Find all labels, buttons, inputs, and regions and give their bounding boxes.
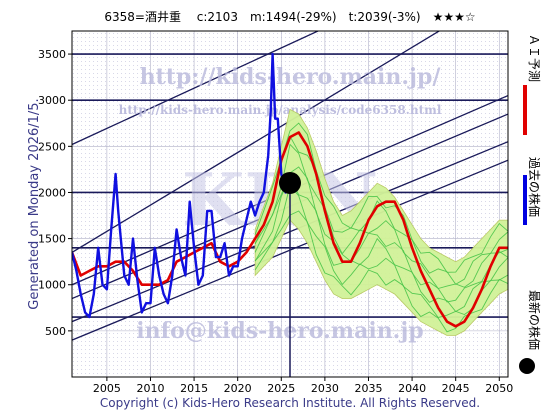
ensemble-line xyxy=(254,122,508,273)
chart-title: 6358=酒井重 c:2103 m:1494(-29%) t:2039(-3%)… xyxy=(104,10,475,24)
x-tick-label: 2045 xyxy=(442,382,470,395)
legend-label-forecast: ＡＩ予測 xyxy=(527,34,541,82)
legend-swatch-latest xyxy=(519,358,535,374)
watermark-email: info@kids-hero.main.jp xyxy=(136,318,423,344)
y-axis: 500 1000 1500 2000 2500 3000 3500 xyxy=(38,48,72,338)
x-tick-label: 2020 xyxy=(224,382,252,395)
legend: ＡＩ予測 過去の株価 最新の株価 xyxy=(519,34,542,374)
legend-swatch-past xyxy=(523,175,527,225)
copyright-text: Copyright (c) Kids-Hero Research Institu… xyxy=(100,396,480,410)
forecast-line xyxy=(72,131,508,328)
x-tick-label: 2025 xyxy=(267,382,295,395)
y-tick-label: 1500 xyxy=(38,233,66,246)
ensemble-line xyxy=(254,175,508,313)
x-tick-label: 2015 xyxy=(180,382,208,395)
y-tick-label: 500 xyxy=(45,325,66,338)
x-axis: 2005 2010 2015 2020 2025 2030 2035 2040 2045 2050 xyxy=(93,377,513,395)
price-line xyxy=(72,52,292,319)
x-tick-label: 2005 xyxy=(93,382,121,395)
x-tick-label: 2050 xyxy=(485,382,513,395)
legend-item-past: 過去の株価 xyxy=(523,157,542,225)
x-tick-label: 2030 xyxy=(311,382,339,395)
ensemble-line xyxy=(254,143,508,290)
legend-item-latest: 最新の株価 xyxy=(519,290,542,374)
y-tick-label: 1000 xyxy=(38,279,66,292)
x-tick-label: 2010 xyxy=(136,382,164,395)
forecast-band xyxy=(254,108,508,336)
latest-price-dot xyxy=(279,171,301,194)
y-tick-label: 2000 xyxy=(38,186,66,199)
legend-label-past: 過去の株価 xyxy=(527,157,542,217)
ensemble-line xyxy=(254,135,508,285)
legend-swatch-forecast xyxy=(523,85,527,135)
ensemble-line xyxy=(254,184,508,319)
x-tick-label: 2035 xyxy=(354,382,382,395)
ensemble-band xyxy=(255,109,508,336)
series-layer xyxy=(72,52,508,336)
y-tick-label: 3500 xyxy=(38,48,66,61)
plot-frame xyxy=(71,30,509,378)
generated-date-label: Generated on Monday 2026/1/5. xyxy=(27,98,42,309)
y-tick-label: 3000 xyxy=(38,94,66,107)
channel-line xyxy=(72,31,320,146)
x-tick-label: 2040 xyxy=(398,382,426,395)
watermark-url: http://kids-hero.main.jp/ xyxy=(140,64,442,90)
y-tick-label: 2500 xyxy=(38,140,66,153)
legend-item-forecast: ＡＩ予測 xyxy=(523,34,541,135)
watermark-url-small: http://kids-hero.main.jp/analysis/code63… xyxy=(119,103,442,117)
legend-label-latest: 最新の株価 xyxy=(527,290,542,350)
ensemble-line xyxy=(254,166,508,303)
